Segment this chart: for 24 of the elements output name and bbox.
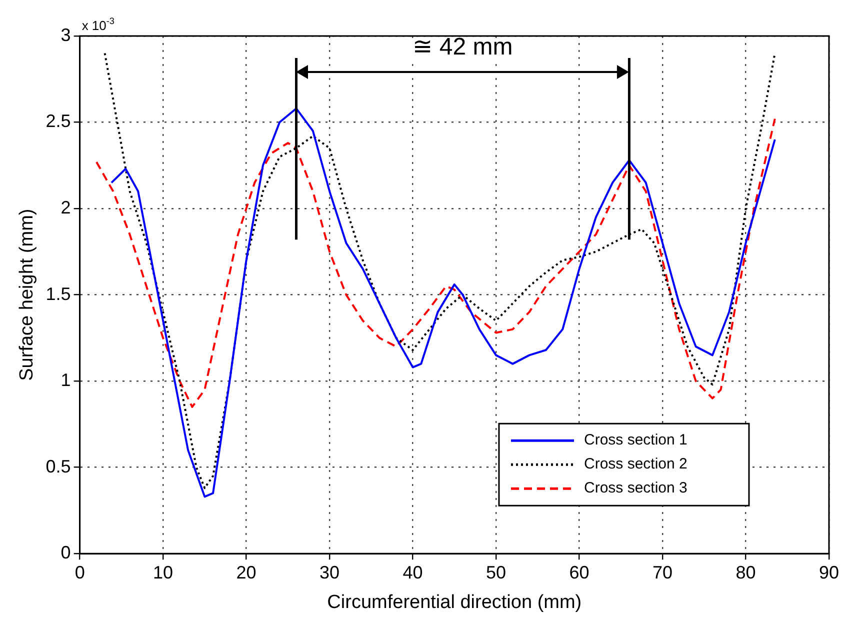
x-tick-label: 50 [486, 562, 506, 582]
line-series [95, 118, 776, 408]
x-tick-label: 0 [74, 562, 85, 582]
y-tick-label: 2 [60, 198, 71, 218]
legend-label: Cross section 1 [584, 432, 688, 449]
y-tick-label: 3 [60, 24, 71, 45]
x-tick-label: 90 [818, 562, 840, 582]
y-tick-label: 1 [60, 370, 71, 390]
annotation: ≅ 42 mm [412, 34, 513, 61]
y-axis-title: Surface height (mm) [16, 208, 38, 381]
x-tick-label: 10 [153, 562, 174, 582]
y-tick-label: 0.5 [46, 456, 71, 476]
x-tick-label: 70 [652, 562, 673, 582]
legend-label: Cross section 2 [584, 456, 688, 473]
x-tick-label: 20 [236, 562, 256, 582]
y-tick-label: 2.5 [46, 111, 71, 132]
x-tick-label: 80 [736, 562, 756, 582]
x-tick-label: 40 [402, 562, 423, 582]
x-tick-label: 60 [569, 562, 590, 582]
y-tick-label: 1.5 [46, 284, 71, 304]
legend-label: Cross section 3 [584, 480, 688, 497]
x-tick-label: 30 [320, 562, 340, 582]
y-tick-label: 0 [60, 542, 71, 563]
x-axis-title: Circumferential direction (mm) [327, 592, 582, 613]
